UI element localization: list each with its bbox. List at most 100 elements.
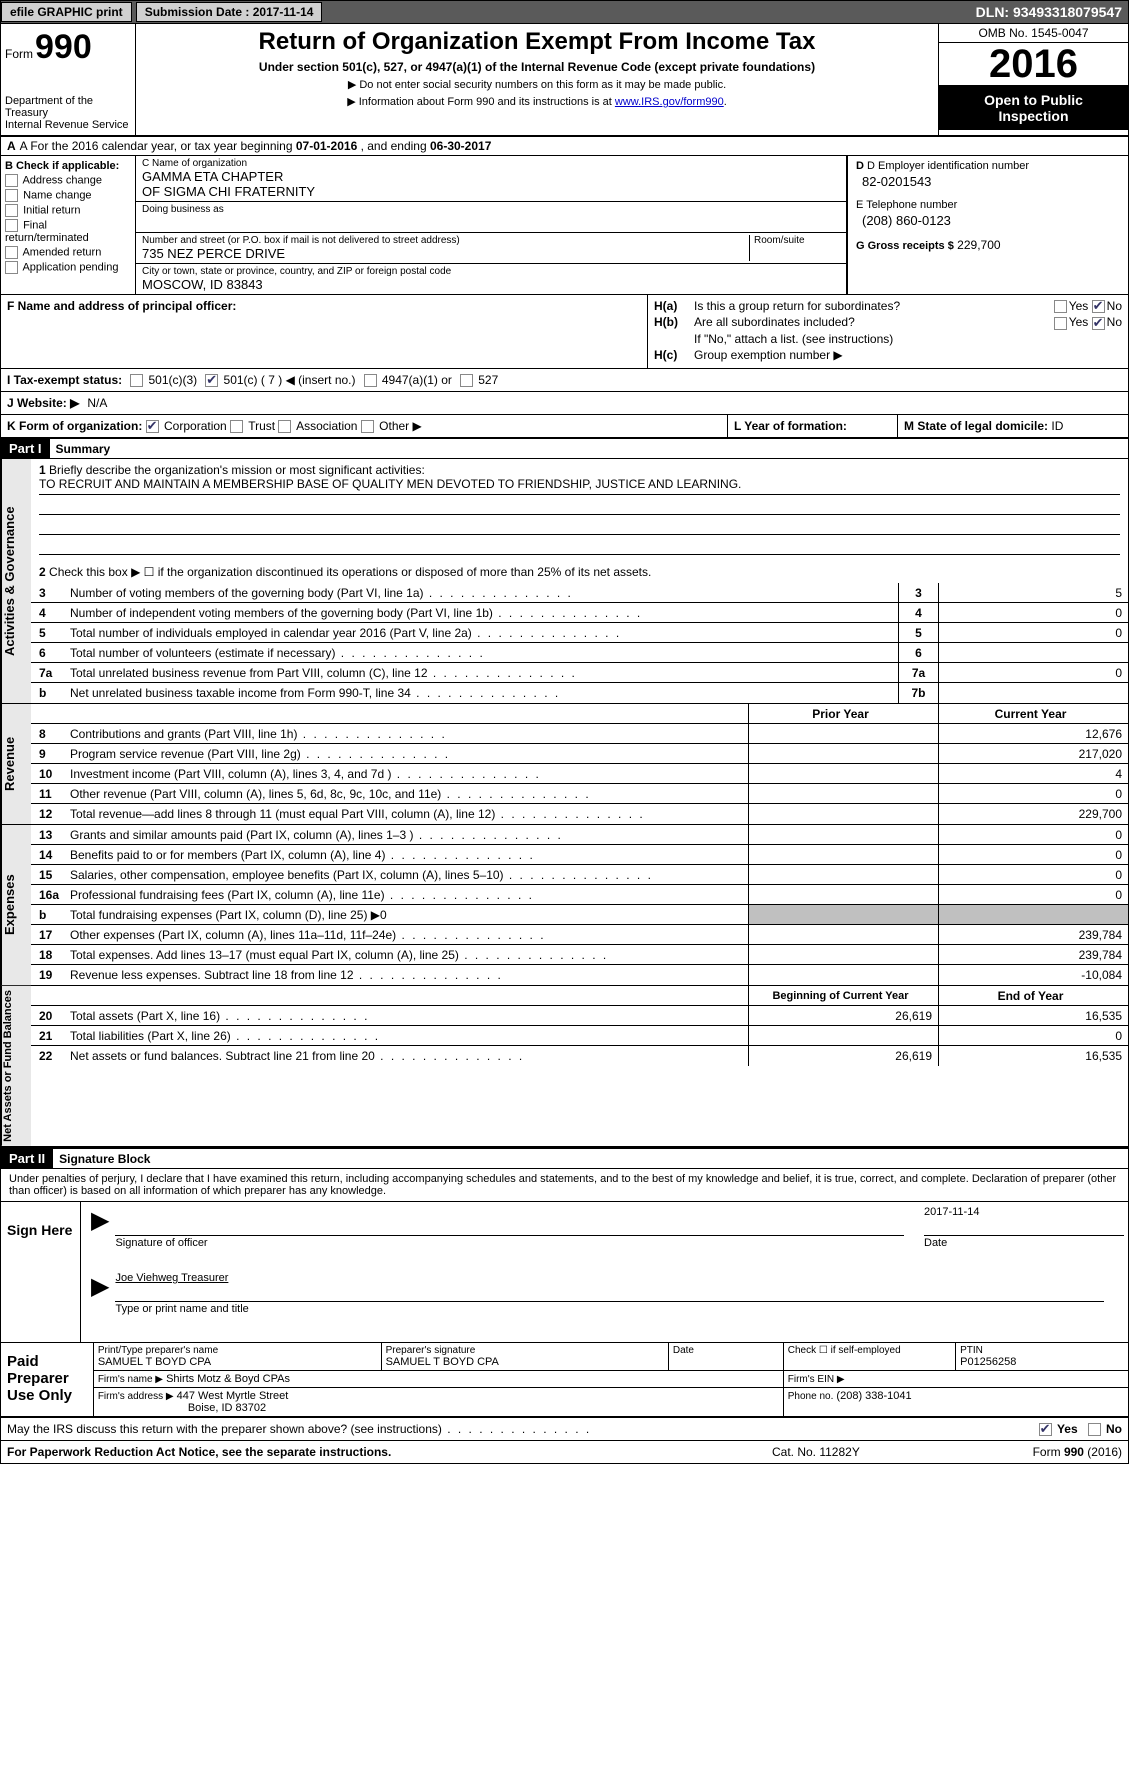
net-line-20: 20Total assets (Part X, line 16) 26,6191… xyxy=(31,1006,1128,1026)
form-word: Form xyxy=(5,47,33,61)
ck-corp[interactable] xyxy=(146,420,159,433)
title: Return of Organization Exempt From Incom… xyxy=(146,28,928,56)
revenue-block: Revenue Prior Year Current Year 8Contrib… xyxy=(1,704,1128,825)
mission: 1 Briefly describe the organization's mi… xyxy=(31,459,1128,561)
chk-address[interactable]: Address change xyxy=(5,174,131,187)
exp-line-15: 15Salaries, other compensation, employee… xyxy=(31,865,1128,885)
ck-assoc[interactable] xyxy=(278,420,291,433)
header: Form 990 Department of the Treasury Inte… xyxy=(1,23,1128,137)
header-left: Form 990 Department of the Treasury Inte… xyxy=(1,24,136,135)
ck-501c[interactable] xyxy=(205,374,218,387)
row-klm: K Form of organization: Corporation Trus… xyxy=(1,415,1128,439)
org-name-2: OF SIGMA CHI FRATERNITY xyxy=(142,184,840,199)
ptin: P01256258 xyxy=(960,1356,1124,1368)
col-b: B Check if applicable: Address change Na… xyxy=(1,156,136,294)
top-bar: efile GRAPHIC print Submission Date : 20… xyxy=(1,1,1128,23)
paid-preparer: Paid Preparer Use Only Print/Type prepar… xyxy=(1,1343,1128,1417)
dln: DLN: 93493318079547 xyxy=(976,4,1128,20)
officer-name: Joe Viehweg Treasurer xyxy=(115,1272,1124,1301)
firm-phone: (208) 338-1041 xyxy=(836,1390,911,1402)
chk-final[interactable]: Final return/terminated xyxy=(5,219,131,244)
col-headers: Prior Year Current Year xyxy=(31,704,1128,724)
col-h: H(a) Is this a group return for subordin… xyxy=(648,295,1128,368)
exp-line-17: 17Other expenses (Part IX, column (A), l… xyxy=(31,925,1128,945)
exp-line-13: 13Grants and similar amounts paid (Part … xyxy=(31,825,1128,845)
ein: 82-0201543 xyxy=(862,174,1120,189)
irs-link[interactable]: www.IRS.gov/form990 xyxy=(615,96,724,108)
rev-line-12: 12Total revenue—add lines 8 through 11 (… xyxy=(31,804,1128,824)
expenses-block: Expenses 13Grants and similar amounts pa… xyxy=(1,825,1128,986)
discuss-no[interactable] xyxy=(1088,1423,1101,1436)
sign-here: Sign Here ▶ 2017-11-14 ▶ Signature of of… xyxy=(1,1202,1128,1343)
sig-date: 2017-11-14 xyxy=(924,1206,1124,1235)
row-a: AA For the 2016 calendar year, or tax ye… xyxy=(1,137,1128,156)
netassets-block: Net Assets or Fund Balances Beginning of… xyxy=(1,986,1128,1147)
discuss-row: May the IRS discuss this return with the… xyxy=(1,1417,1128,1440)
submission-box: Submission Date : 2017-11-14 xyxy=(136,2,323,22)
exp-line-14: 14Benefits paid to or for members (Part … xyxy=(31,845,1128,865)
gov-line-7a: 7aTotal unrelated business revenue from … xyxy=(31,663,1128,683)
street: 735 NEZ PERCE DRIVE xyxy=(142,246,749,261)
ha-yes[interactable] xyxy=(1054,300,1067,313)
chk-amended[interactable]: Amended return xyxy=(5,246,131,259)
chk-name[interactable]: Name change xyxy=(5,189,131,202)
part2-header: Part IISignature Block xyxy=(1,1147,1128,1169)
rev-line-9: 9Program service revenue (Part VIII, lin… xyxy=(31,744,1128,764)
firm-name: Shirts Motz & Boyd CPAs xyxy=(166,1373,290,1385)
ck-527[interactable] xyxy=(460,374,473,387)
org-name-1: GAMMA ETA CHAPTER xyxy=(142,169,840,184)
hb-yes[interactable] xyxy=(1054,317,1067,330)
note1: ▶ Do not enter social security numbers o… xyxy=(146,78,928,91)
side-expenses: Expenses xyxy=(1,825,31,985)
footer: For Paperwork Reduction Act Notice, see … xyxy=(1,1440,1128,1463)
row-j: J Website: ▶ N/A xyxy=(1,392,1128,415)
exp-line-b: bTotal fundraising expenses (Part IX, co… xyxy=(31,905,1128,925)
efile-btn[interactable]: efile GRAPHIC print xyxy=(1,2,132,22)
submission-label: Submission Date : xyxy=(145,5,250,19)
exp-line-19: 19Revenue less expenses. Subtract line 1… xyxy=(31,965,1128,985)
firm-addr1: 447 West Myrtle Street xyxy=(177,1390,289,1402)
hb-no[interactable] xyxy=(1092,317,1105,330)
ck-trust[interactable] xyxy=(230,420,243,433)
mission-text: TO RECRUIT AND MAINTAIN A MEMBERSHIP BAS… xyxy=(39,477,1120,495)
ck-other[interactable] xyxy=(361,420,374,433)
rev-line-10: 10Investment income (Part VIII, column (… xyxy=(31,764,1128,784)
header-mid: Return of Organization Exempt From Incom… xyxy=(136,24,938,135)
chk-initial[interactable]: Initial return xyxy=(5,204,131,217)
preparer-sig: SAMUEL T BOYD CPA xyxy=(386,1356,664,1368)
net-line-21: 21Total liabilities (Part X, line 26) 0 xyxy=(31,1026,1128,1046)
submission-date: 2017-11-14 xyxy=(253,5,314,19)
part1-header: Part ISummary xyxy=(1,439,1128,459)
net-headers: Beginning of Current Year End of Year xyxy=(31,986,1128,1006)
side-netassets: Net Assets or Fund Balances xyxy=(1,986,31,1146)
exp-line-16a: 16aProfessional fundraising fees (Part I… xyxy=(31,885,1128,905)
exp-line-18: 18Total expenses. Add lines 13–17 (must … xyxy=(31,945,1128,965)
omb: OMB No. 1545-0047 xyxy=(939,24,1128,43)
sig-intro: Under penalties of perjury, I declare th… xyxy=(1,1169,1128,1202)
gov-line-6: 6Total number of volunteers (estimate if… xyxy=(31,643,1128,663)
side-governance: Activities & Governance xyxy=(1,459,31,703)
form-number: 990 xyxy=(35,28,92,67)
ha-no[interactable] xyxy=(1092,300,1105,313)
header-right: OMB No. 1545-0047 2016 Open to Public In… xyxy=(938,24,1128,135)
col-f: F Name and address of principal officer: xyxy=(1,295,648,368)
note2: ▶ Information about Form 990 and its ins… xyxy=(146,95,928,108)
chk-pending[interactable]: Application pending xyxy=(5,261,131,274)
ck-4947[interactable] xyxy=(364,374,377,387)
section-fh: F Name and address of principal officer:… xyxy=(1,295,1128,369)
section-bcd: B Check if applicable: Address change Na… xyxy=(1,156,1128,295)
arrow-icon: ▶ xyxy=(85,1206,115,1235)
net-line-22: 22Net assets or fund balances. Subtract … xyxy=(31,1046,1128,1066)
ck-501c3[interactable] xyxy=(130,374,143,387)
side-revenue: Revenue xyxy=(1,704,31,824)
phone: (208) 860-0123 xyxy=(862,213,1120,228)
rev-line-11: 11Other revenue (Part VIII, column (A), … xyxy=(31,784,1128,804)
city: MOSCOW, ID 83843 xyxy=(142,277,840,292)
arrow-icon: ▶ xyxy=(85,1272,115,1301)
inspection: Open to Public Inspection xyxy=(939,86,1128,130)
gov-line-5: 5Total number of individuals employed in… xyxy=(31,623,1128,643)
gross-receipts: 229,700 xyxy=(957,238,1000,252)
gov-line-3: 3Number of voting members of the governi… xyxy=(31,583,1128,603)
discuss-yes[interactable] xyxy=(1039,1423,1052,1436)
line-2: 2 Check this box ▶ ☐ if the organization… xyxy=(31,561,1128,583)
